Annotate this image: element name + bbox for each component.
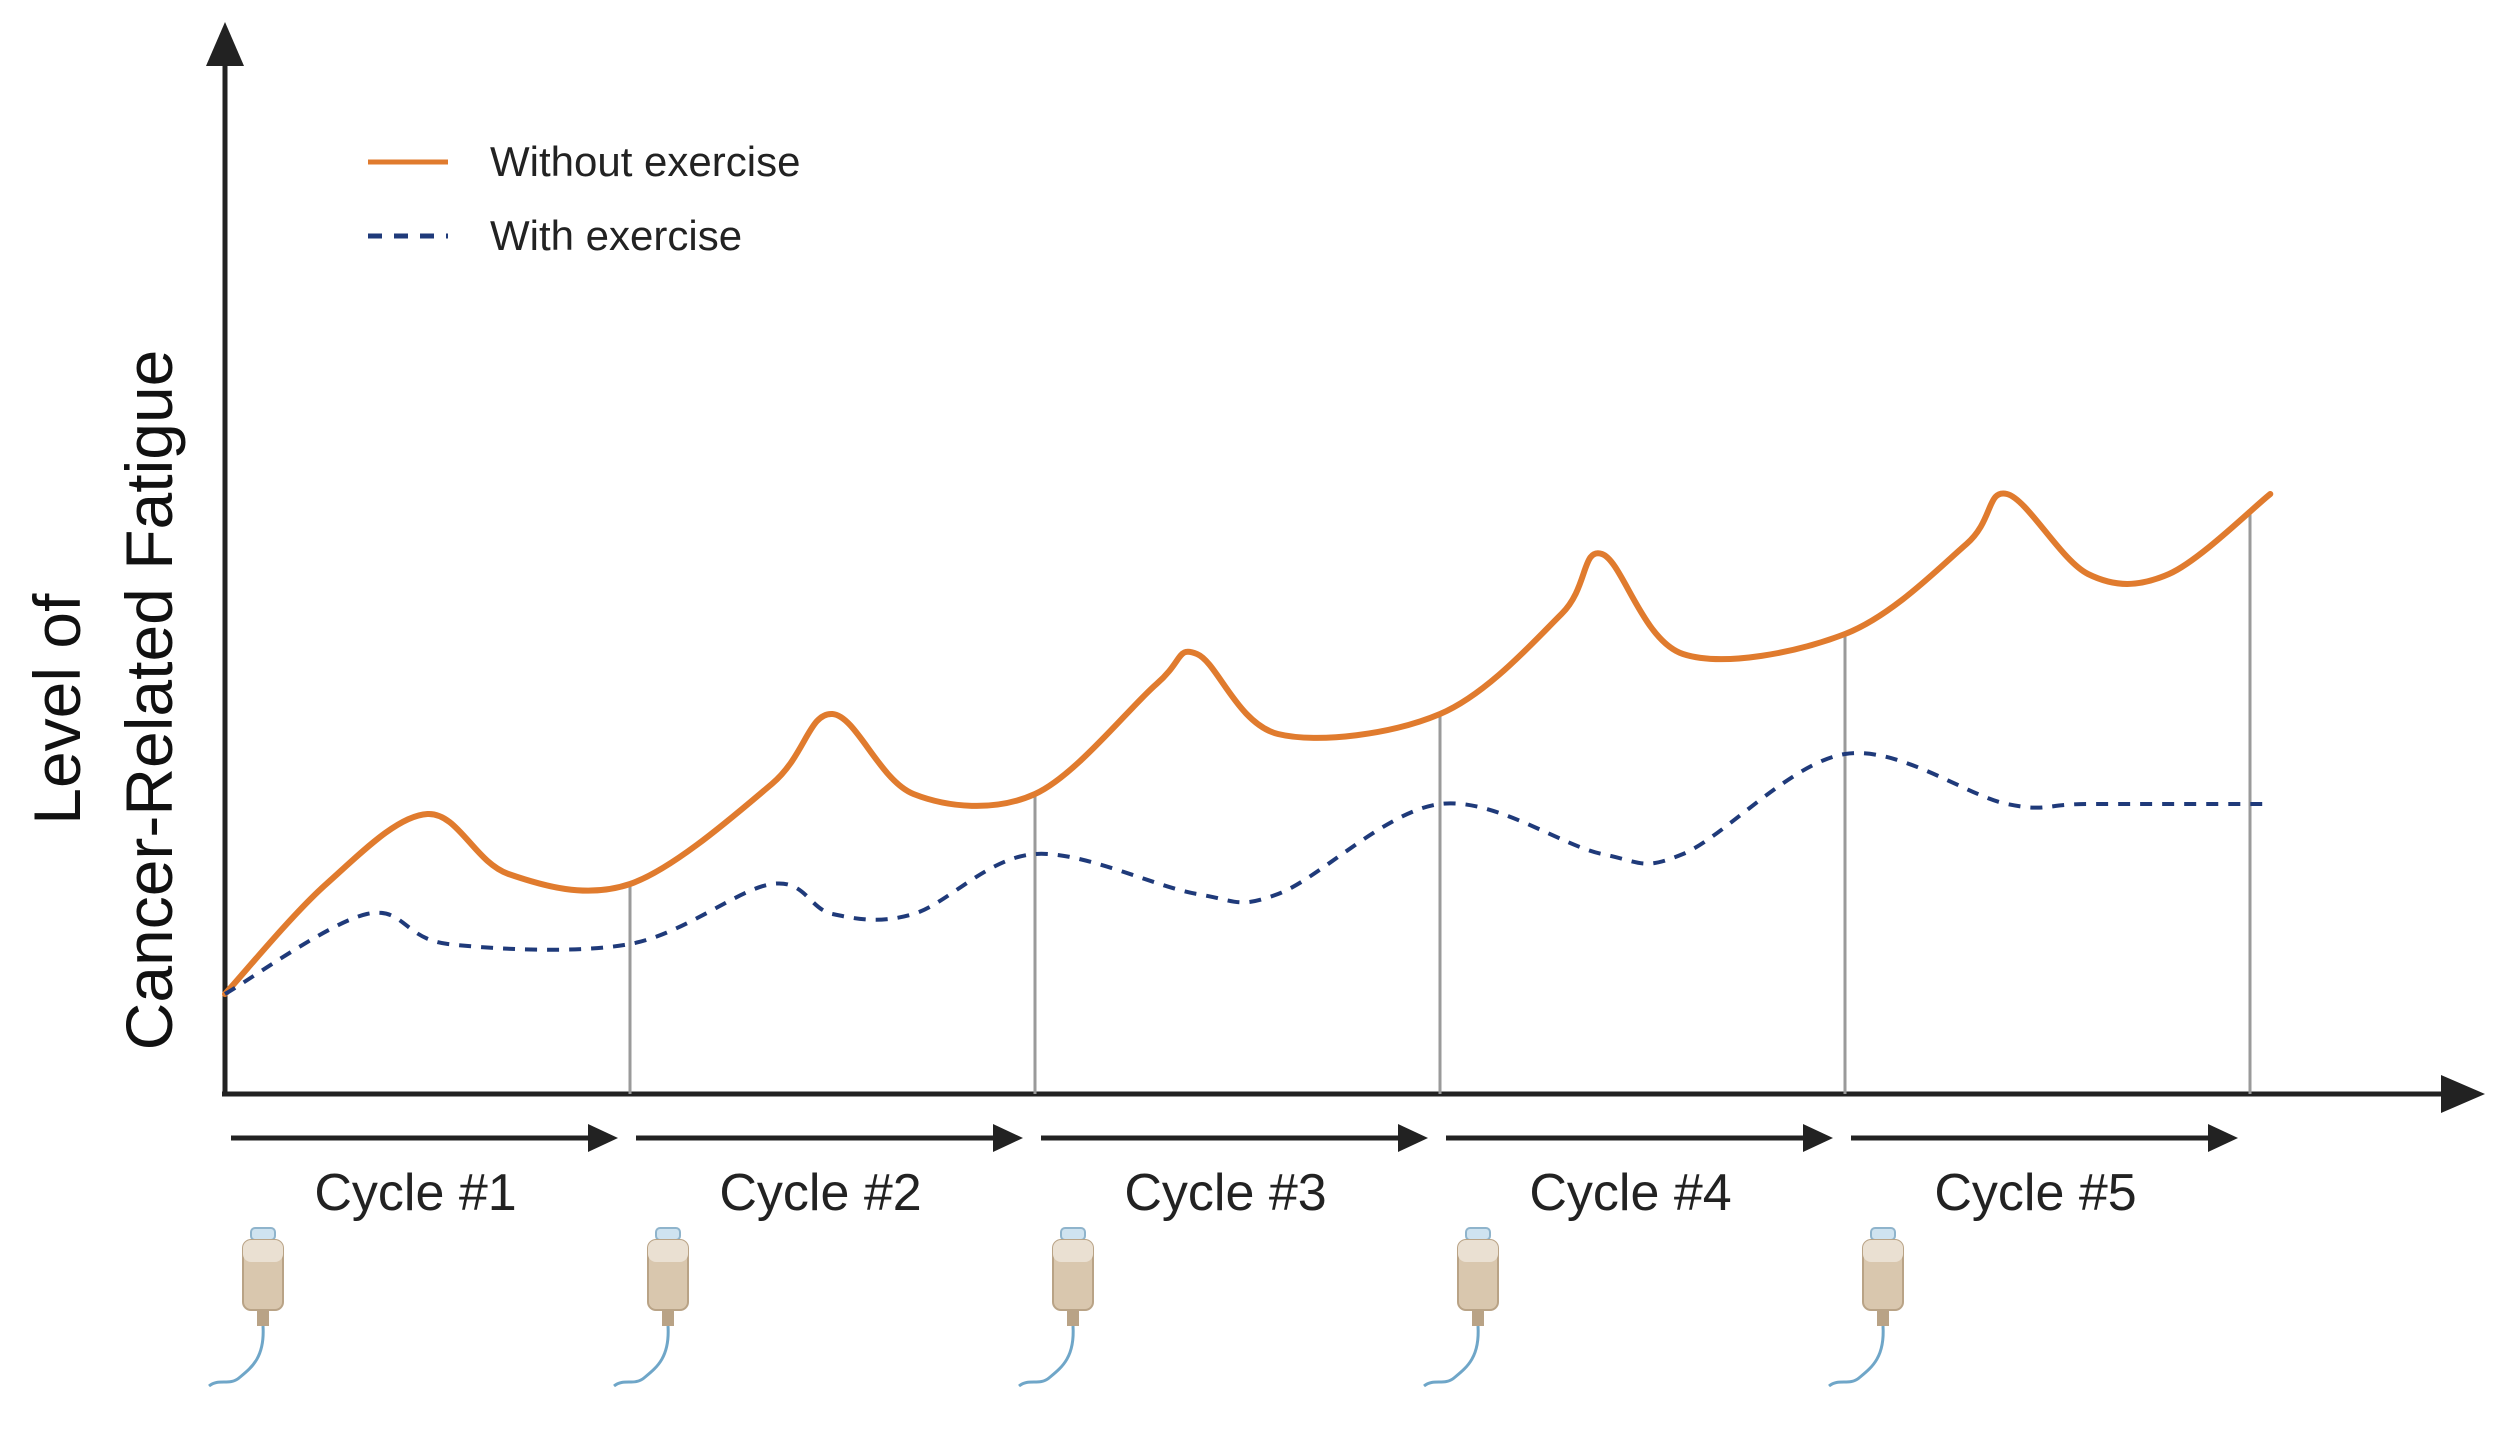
- iv-bag-icon: [1828, 1227, 1904, 1388]
- y-axis-arrowhead: [206, 22, 244, 66]
- iv-bag-icon: [1423, 1227, 1499, 1388]
- cycle-label: Cycle #4: [1529, 1164, 1731, 1222]
- cycle-label: Cycle #3: [1124, 1164, 1326, 1222]
- cycle-label: Cycle #5: [1934, 1164, 2136, 1222]
- legend: Without exercise With exercise: [368, 138, 800, 259]
- cycle-annotations: Cycle #1 Cycle #2 Cycle #3 Cycle #4 Cycle #5: [208, 1124, 2238, 1388]
- cycle-arrowhead: [993, 1124, 1023, 1152]
- series-line-with-exercise: [224, 751, 2271, 996]
- x-axis-arrowhead: [2441, 1075, 2485, 1113]
- y-axis-label: Level of Cancer-Related Fatigue: [20, 350, 186, 1051]
- cycle-arrowhead: [2208, 1124, 2238, 1152]
- legend-label-without-exercise: Without exercise: [490, 138, 800, 185]
- cycle-arrowhead: [1803, 1124, 1833, 1152]
- iv-bag-icon: [1018, 1227, 1094, 1388]
- iv-bag-icon: [208, 1227, 284, 1388]
- cycle-label: Cycle #2: [719, 1164, 921, 1222]
- cycle-boundary-lines: [628, 510, 2252, 1094]
- y-axis-label-line-1: Level of: [20, 593, 94, 825]
- iv-bag-icon: [613, 1227, 689, 1388]
- cycle-arrowhead: [588, 1124, 618, 1152]
- cycle-label: Cycle #1: [314, 1164, 516, 1222]
- legend-label-with-exercise: With exercise: [490, 212, 742, 259]
- y-axis-label-line-2: Cancer-Related Fatigue: [112, 350, 186, 1051]
- series-line-without-exercise: [222, 490, 2274, 997]
- cycle-arrowhead: [1398, 1124, 1428, 1152]
